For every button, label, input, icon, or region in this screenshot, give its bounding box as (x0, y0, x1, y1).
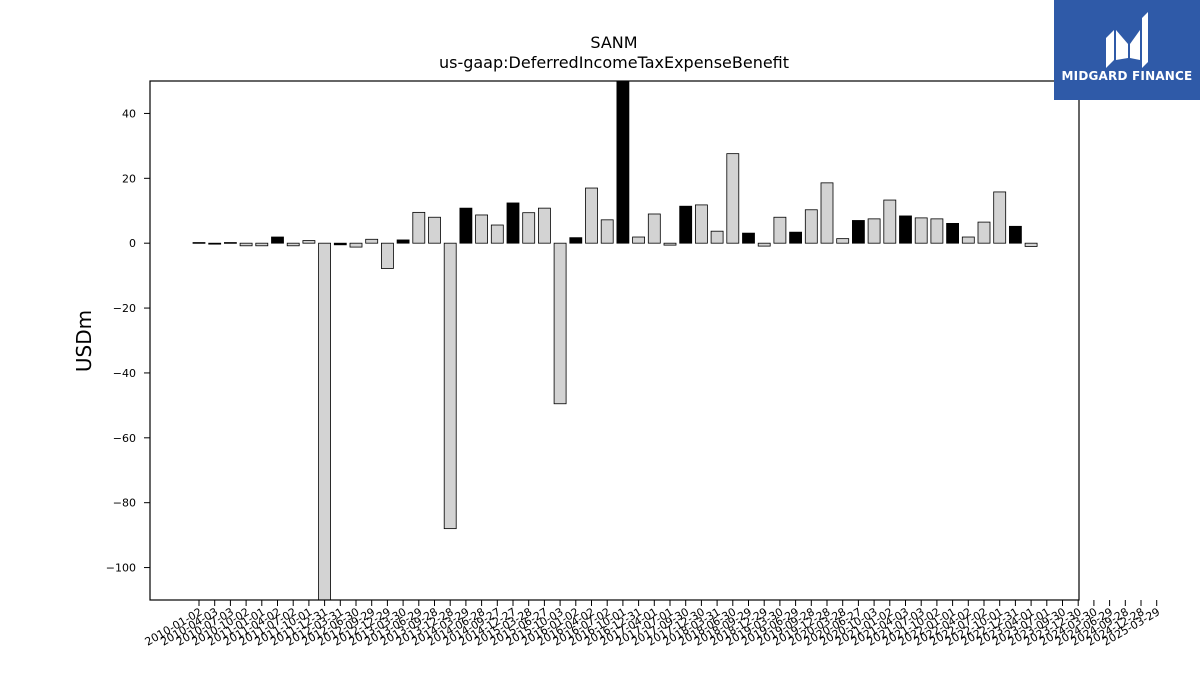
y-axis-label: USDm (72, 310, 96, 372)
bar (302, 240, 316, 244)
bar (475, 214, 489, 244)
bar (255, 242, 269, 247)
y-tick-label: 40 (122, 107, 136, 120)
bar (239, 242, 253, 247)
bar (867, 218, 881, 244)
bar (836, 238, 850, 244)
bar (585, 187, 598, 244)
bar (804, 209, 818, 244)
bar (883, 199, 897, 244)
midgard-logo-icon (1106, 12, 1148, 68)
bar (349, 242, 363, 248)
bar (1024, 242, 1038, 247)
y-tick-label: 20 (122, 172, 136, 185)
y-tick-label: −20 (113, 302, 136, 315)
bar (396, 239, 410, 244)
bar (412, 211, 426, 244)
bar (490, 224, 504, 244)
bar (679, 205, 693, 244)
bar (318, 242, 332, 601)
bar (993, 191, 1007, 244)
bar (742, 232, 755, 244)
bar (757, 242, 771, 247)
chart-subtitle: us-gaap:DeferredIncomeTaxExpenseBenefit (439, 53, 789, 72)
bar (820, 182, 834, 244)
bar (286, 242, 300, 247)
bar (726, 153, 740, 244)
bar (616, 80, 630, 244)
chart-title: SANM (590, 33, 637, 52)
bar (899, 215, 912, 244)
bar (663, 242, 677, 246)
bar (208, 242, 222, 245)
bar (271, 236, 284, 244)
bar (977, 221, 991, 244)
y-tick-label: −40 (113, 367, 136, 380)
bar (443, 242, 457, 530)
bar (428, 216, 441, 244)
bar (333, 242, 347, 246)
bar (459, 207, 473, 244)
bar (773, 216, 787, 244)
y-tick-label: −60 (113, 432, 136, 445)
logo-text: MIDGARD FINANCE (1061, 69, 1193, 83)
bar (789, 231, 802, 244)
bar (506, 202, 520, 244)
bar (632, 236, 645, 244)
bar (852, 220, 865, 244)
plot-area: 40200−20−40−60−80−1002010-01-022010-04-0… (106, 80, 1162, 649)
bar (710, 230, 724, 244)
bar (380, 242, 394, 269)
bar (223, 242, 237, 244)
plot-frame (149, 80, 1080, 601)
bar (522, 212, 536, 244)
y-tick-label: −80 (113, 497, 136, 510)
bar (695, 204, 708, 244)
bar (538, 207, 551, 244)
bar (930, 218, 944, 244)
bar (647, 213, 661, 244)
y-tick-label: 0 (129, 237, 136, 250)
bar (946, 222, 959, 244)
brand-logo: MIDGARD FINANCE (1054, 0, 1200, 100)
bar (192, 242, 206, 244)
bar (600, 219, 614, 244)
bar (365, 238, 379, 244)
bar (553, 242, 567, 405)
bar (914, 217, 928, 244)
bar (961, 236, 975, 244)
bar (1009, 225, 1022, 244)
y-tick-label: −100 (106, 562, 136, 575)
bar (569, 237, 583, 244)
